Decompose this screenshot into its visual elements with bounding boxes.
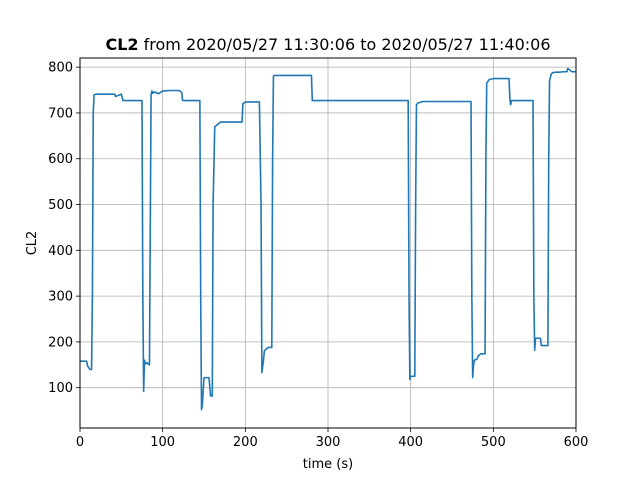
y-tick-label: 500 bbox=[48, 198, 73, 213]
y-tick-label: 800 bbox=[48, 61, 73, 76]
y-tick-label: 600 bbox=[48, 152, 73, 167]
ticks: 0 100 200 300 400 500 600 100 200 300 400 500 600 700… bbox=[48, 61, 588, 450]
chart-title: CL2 from 2020/05/27 11:30:06 to 2020/05/… bbox=[105, 35, 550, 54]
x-tick-label: 500 bbox=[481, 435, 506, 450]
y-tick-label: 300 bbox=[48, 290, 73, 305]
y-tick-label: 400 bbox=[48, 244, 73, 259]
x-tick-label: 200 bbox=[233, 435, 258, 450]
x-tick-label: 0 bbox=[76, 435, 84, 450]
series-layer bbox=[80, 67, 576, 411]
y-tick-label: 700 bbox=[48, 106, 73, 121]
grid bbox=[79, 58, 577, 428]
x-tick-label: 600 bbox=[564, 435, 589, 450]
chart-title-bold: CL2 bbox=[105, 35, 138, 54]
y-tick-label: 100 bbox=[48, 381, 73, 396]
y-tick-label: 200 bbox=[48, 335, 73, 350]
x-tick-label: 100 bbox=[150, 435, 175, 450]
x-tick-label: 400 bbox=[398, 435, 423, 450]
y-axis-label: CL2 bbox=[25, 231, 40, 256]
chart-title-rest: from 2020/05/27 11:30:06 to 2020/05/27 1… bbox=[139, 35, 551, 54]
x-axis-label: time (s) bbox=[303, 457, 353, 472]
series-line bbox=[80, 67, 576, 411]
x-tick-label: 300 bbox=[316, 435, 341, 450]
